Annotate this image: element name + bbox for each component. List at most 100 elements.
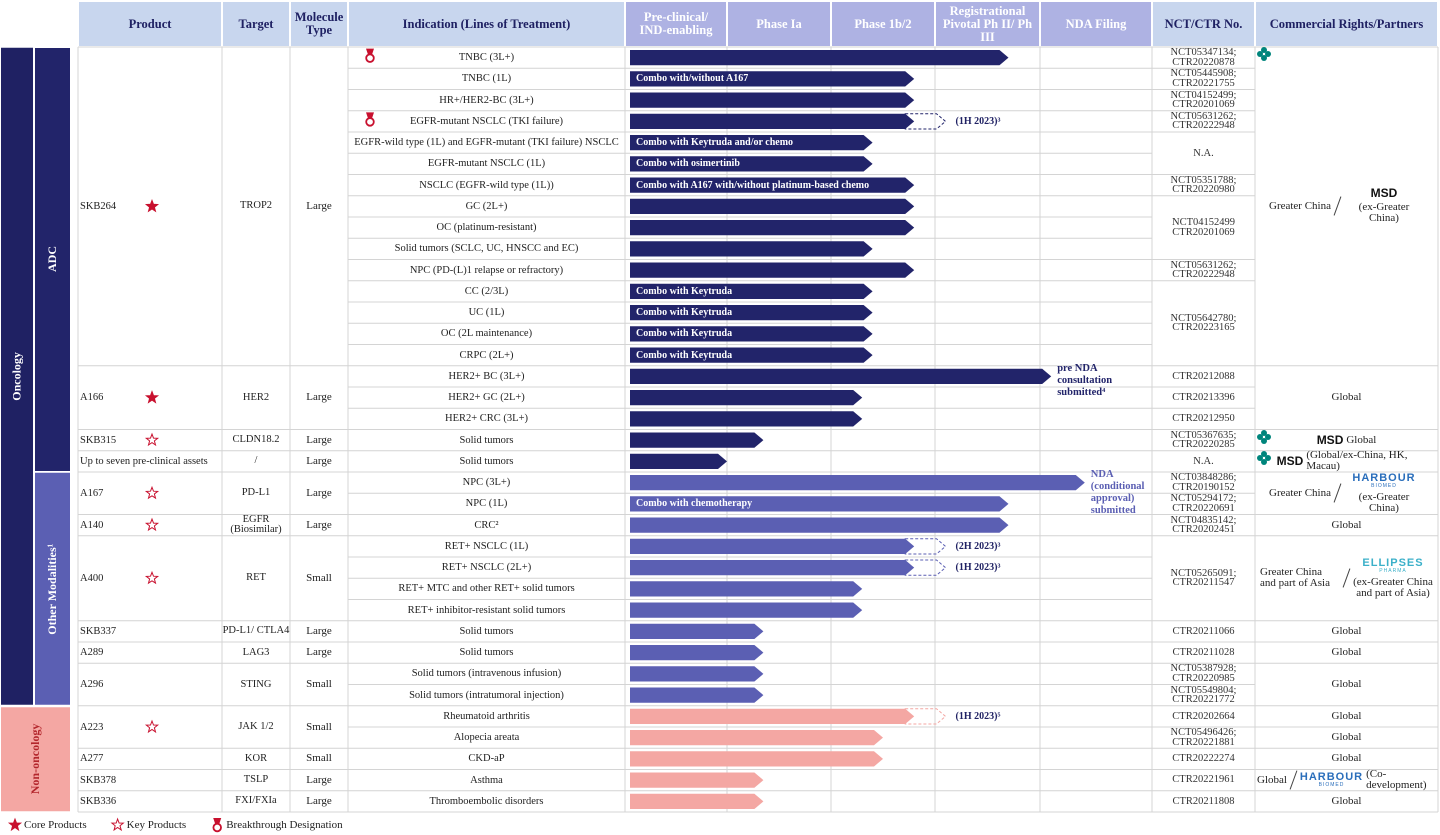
partner-name-wrap: MSD: [1371, 187, 1398, 199]
indication: EGFR-mutant NSCLC (1L): [427, 158, 546, 170]
header-cell: Phase 1b/2: [832, 2, 934, 46]
product-cell: A167: [78, 472, 222, 515]
legend-label: Key Products: [126, 818, 187, 831]
indication: HER2+ CRC (3L+): [444, 413, 528, 425]
indication: Solid tumors: [459, 455, 514, 467]
key-star: [144, 517, 160, 532]
group-band: Other Modalities¹: [35, 473, 70, 705]
partner-icon: [1257, 47, 1271, 61]
trial-id: CTR20221961: [1172, 774, 1235, 786]
product-name: SKB337: [80, 625, 117, 637]
indication: Rheumatoid arthritis: [443, 710, 530, 722]
phase-bar: [630, 708, 915, 724]
indication: Solid tumors: [459, 625, 514, 637]
phase-bar: [630, 156, 873, 172]
product-cell: A277: [78, 748, 222, 769]
phase-bar: [630, 475, 1085, 491]
rights-region: Global: [1331, 731, 1362, 744]
trial-id: CTR20212950: [1172, 413, 1235, 425]
trial-id: NCT05367635; CTR20220285: [1170, 429, 1237, 451]
product-name: A296: [80, 679, 104, 690]
partner-icon-dot: [1261, 450, 1267, 457]
partner-icon-dot: [1265, 433, 1271, 440]
slash: [1342, 568, 1351, 588]
molecule-type: Small: [306, 678, 332, 690]
product-cell: Up to seven pre-clinical assets: [78, 451, 222, 472]
indication: RET+ NSCLC (1L): [444, 540, 529, 552]
phase-bar: [630, 538, 915, 554]
phase-bar: [630, 645, 764, 661]
combo-label: Combo with/without A167: [636, 73, 749, 85]
core-star: [144, 199, 160, 213]
planned-bar: [904, 538, 947, 555]
header-cell: Product: [79, 2, 221, 46]
rights-region: Global: [1257, 773, 1287, 786]
target: RET: [246, 572, 266, 584]
phase-bar: [630, 50, 1009, 66]
indication: Solid tumors: [459, 647, 514, 659]
partner-name-wrap: MSD: [1317, 434, 1344, 446]
phase-bar: [630, 602, 863, 618]
molecule-type: Small: [306, 720, 332, 733]
target: FXI/FXIa: [235, 795, 277, 807]
phase-bar: [630, 772, 764, 788]
phase-bar: [630, 751, 883, 767]
partner-name: MSD: [1276, 453, 1304, 468]
product-name: A223: [80, 721, 104, 733]
partner-block: MSD Global: [1257, 429, 1376, 446]
target: LAG3: [242, 646, 270, 658]
product-name: A277: [80, 753, 104, 765]
trial-id: NCT05265091; CTR20211547: [1170, 567, 1237, 589]
core-star: [144, 390, 160, 404]
product-name: SKB378: [80, 774, 117, 786]
indication: CKD-aP: [468, 753, 505, 765]
medal: [365, 117, 375, 127]
phase-bar: [630, 517, 1009, 533]
key-star: [144, 485, 160, 500]
trial-id: NCT03848286; CTR20190152: [1170, 472, 1237, 493]
rights-cell: Global: [1257, 663, 1436, 706]
target: PD-L1: [241, 487, 271, 499]
phase-bar: [630, 326, 873, 342]
rights-region: Global: [1331, 678, 1362, 690]
header-cell: NCT/CTR No.: [1153, 2, 1254, 46]
combo-label: Combo with Keytruda and/or chemo: [636, 137, 794, 149]
partner-icon-dot: [1257, 433, 1263, 440]
medal-ribbon: [366, 48, 374, 55]
combo-label: Combo with A167 with/without platinum-ba…: [636, 179, 870, 191]
trial-id: CTR20222274: [1172, 753, 1235, 765]
indication: NPC (3L+): [462, 477, 511, 489]
trial-id: N.A.: [1193, 147, 1214, 159]
product-cell: SKB336: [78, 791, 222, 812]
phase-bar: [630, 368, 1052, 384]
header-cell: Target: [223, 2, 289, 46]
combo-label: Combo with Keytruda: [636, 328, 733, 340]
rights-cell: MSD Global: [1257, 429, 1436, 451]
slash: [1333, 196, 1342, 216]
legend-label: Core Products: [24, 818, 87, 831]
rights-region: Global: [1331, 709, 1362, 722]
indication: HER2+ GC (2L+): [448, 392, 525, 404]
rights-cell: Global HARBOUR BIOMED (Co-development): [1257, 769, 1436, 791]
indication: Solid tumors (SCLC, UC, HNSCC and EC): [394, 243, 579, 255]
group-band: ADC: [35, 48, 70, 471]
indication: HER2+ BC (3L+): [448, 370, 525, 382]
target: TROP2: [239, 200, 273, 212]
combo-label: Combo with Keytruda: [636, 307, 733, 319]
indication: CRC²: [474, 519, 499, 531]
trial-id: NCT05445908; CTR20221755: [1170, 68, 1237, 89]
molecule-type: Large: [306, 794, 332, 807]
phase-bar: [630, 71, 915, 87]
target: HER2: [242, 391, 270, 403]
rights-region: Global: [1331, 794, 1362, 807]
molecule-type: Large: [306, 199, 332, 212]
product-name: Up to seven pre-clinical assets: [80, 455, 208, 467]
partner-sub: BIOMED: [1371, 482, 1397, 489]
trial-id: NCT05631262; CTR20222948: [1170, 259, 1237, 281]
rights-cell: Global: [1257, 515, 1436, 536]
target: TSLP: [243, 774, 269, 786]
product-cell: SKB264: [78, 47, 222, 366]
phase-bar: [630, 198, 915, 214]
rights-cell: Global: [1257, 706, 1436, 727]
